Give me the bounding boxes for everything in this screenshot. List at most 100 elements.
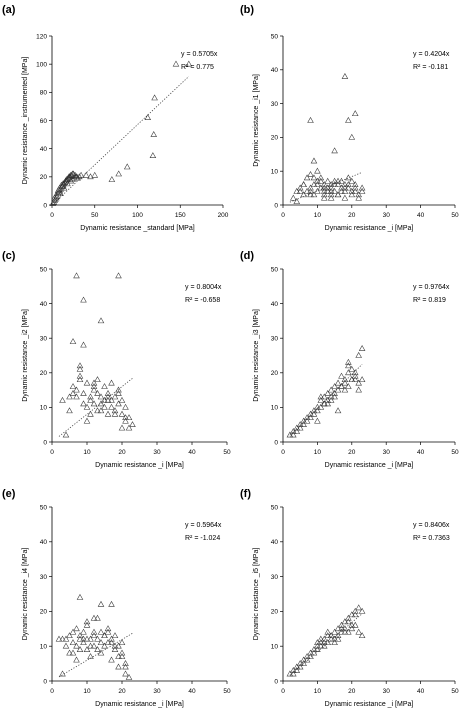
data-point: [101, 396, 108, 403]
data-point: [345, 174, 352, 181]
data-point: [122, 417, 129, 424]
data-point: [108, 656, 115, 663]
x-axis-title: Dynamic resistance _i [MPa]: [95, 462, 184, 469]
data-point: [307, 171, 314, 177]
y-tick-label: 0: [274, 202, 278, 209]
panel-label: (a): [2, 4, 16, 16]
data-point: [66, 407, 73, 414]
y-tick-label: 10: [40, 405, 48, 412]
data-point: [341, 187, 349, 194]
data-point: [83, 646, 91, 652]
data-point: [348, 376, 356, 382]
x-axis-title: Dynamic resistance _i [MPa]: [325, 701, 414, 708]
x-tick-label: 30: [153, 688, 161, 695]
data-point: [324, 187, 331, 194]
data-point: [324, 184, 331, 191]
data-point: [310, 407, 318, 414]
data-point: [62, 177, 69, 184]
y-tick-label: 40: [271, 301, 279, 308]
data-point: [300, 181, 307, 187]
chart-panel-5: (e) 0 10 20 30 40 50 0 10 20 30 40 50 Dynamic resista…: [2, 488, 231, 708]
data-point: [90, 383, 98, 389]
data-point: [321, 635, 328, 642]
data-point: [314, 181, 321, 187]
data-point: [331, 628, 338, 635]
y-tick-label: 10: [271, 644, 279, 651]
data-point: [97, 393, 105, 400]
data-point: [358, 376, 366, 382]
y-tick-label: 40: [271, 539, 279, 546]
x-tick-label: 40: [417, 212, 425, 219]
data-point: [331, 177, 338, 184]
data-point: [104, 639, 112, 645]
data-point: [355, 194, 362, 201]
y-tick-label: 20: [271, 135, 279, 142]
data-point: [327, 191, 335, 198]
data-point: [334, 191, 342, 198]
data-point: [90, 632, 98, 639]
data-point: [286, 670, 294, 677]
data-point: [355, 604, 362, 611]
data-point: [115, 386, 122, 393]
data-point: [327, 187, 335, 194]
data-point: [66, 393, 73, 400]
x-tick-label: 10: [83, 449, 91, 456]
data-point: [348, 621, 356, 628]
x-tick-label: 20: [118, 449, 126, 456]
data-point: [317, 403, 325, 410]
data-point: [334, 386, 342, 393]
data-point: [307, 187, 314, 194]
x-tick-label: 0: [281, 212, 285, 219]
data-point: [296, 663, 304, 670]
data-point: [90, 400, 98, 407]
data-point: [314, 177, 321, 184]
chart-panel-2: (b) 0 10 20 30 40 50 0 10 20 30 40 50 Dynamic resista…: [240, 4, 459, 232]
data-point: [76, 635, 84, 642]
chart-panel-1: (a) 0 50 100 150 200 0 20 40 60 80 100 120 Dynamic re…: [2, 4, 229, 232]
y-tick-label: 10: [271, 405, 279, 412]
data-point: [82, 171, 90, 178]
data-point: [73, 272, 80, 279]
y-axis-title: Dynamic resistance _i1 [MPa]: [253, 74, 260, 167]
y-axis-title: Dynamic resistance _instrumented [MPa]: [22, 57, 29, 185]
data-point: [345, 181, 352, 187]
data-point: [80, 389, 87, 396]
data-point: [324, 400, 331, 407]
data-point: [307, 649, 314, 656]
data-point: [108, 635, 115, 642]
y-tick-label: 20: [271, 609, 279, 616]
y-tick-label: 0: [274, 439, 278, 446]
y-tick-label: 30: [271, 336, 279, 343]
data-point: [348, 191, 356, 198]
data-point: [90, 614, 98, 621]
data-point: [290, 666, 297, 673]
data-point: [351, 184, 359, 191]
data-point: [334, 379, 342, 386]
y-tick-label: 20: [40, 174, 48, 181]
r-squared-label: R² = 0.819: [413, 297, 446, 304]
x-tick-label: 200: [218, 212, 229, 219]
data-point: [351, 607, 359, 614]
data-point: [122, 414, 129, 421]
y-tick-label: 0: [43, 202, 47, 209]
x-tick-label: 150: [175, 212, 186, 219]
x-axis-title: Dynamic resistance _standard [MPa]: [80, 225, 194, 232]
x-tick-label: 0: [281, 449, 285, 456]
data-point: [83, 621, 91, 628]
data-point: [59, 635, 66, 642]
x-tick-label: 50: [223, 688, 231, 695]
data-point: [115, 653, 122, 659]
y-tick-label: 30: [40, 574, 48, 581]
data-point: [321, 642, 328, 649]
x-tick-label: 50: [451, 212, 459, 219]
x-axis-title: Dynamic resistance _i [MPa]: [325, 225, 414, 232]
trendline: [289, 171, 363, 203]
data-point: [345, 614, 352, 621]
data-point: [66, 649, 73, 656]
data-point: [348, 611, 356, 618]
data-point: [334, 177, 342, 184]
x-tick-label: 0: [281, 688, 285, 695]
data-point: [125, 424, 133, 431]
data-point: [293, 666, 301, 673]
